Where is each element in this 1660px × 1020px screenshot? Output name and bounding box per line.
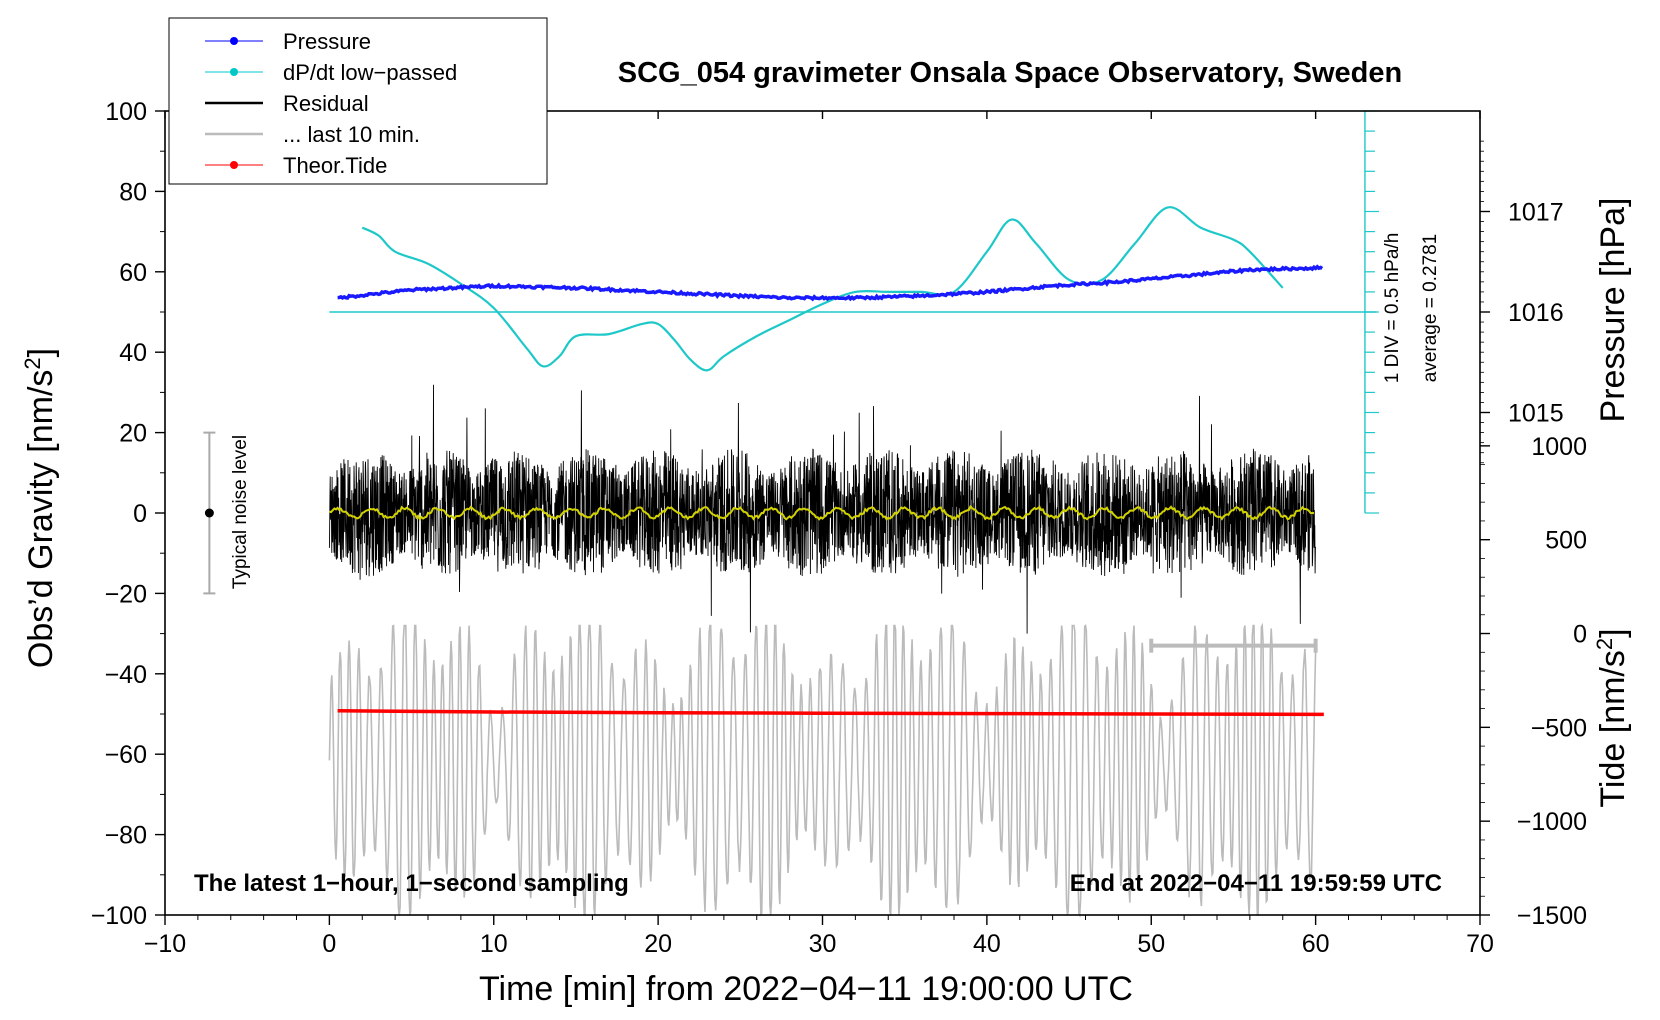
legend: Pressure dP/dt low−passed Residual ... last… bbox=[168, 17, 548, 185]
y-axis-label-gravity: Obs’d Gravity [nm/s2] bbox=[20, 348, 60, 668]
div-scale-label: 1 DIV = 0.5 hPa/h bbox=[1382, 233, 1403, 384]
x-tick-label: 50 bbox=[1137, 930, 1165, 958]
tide-tick-label: 500 bbox=[1545, 527, 1587, 555]
annotation-marks-layer bbox=[203, 110, 1379, 653]
sampling-note: The latest 1−hour, 1−second sampling bbox=[194, 870, 629, 897]
noise-level-label: Typical noise level bbox=[230, 435, 251, 589]
series-dpdt bbox=[361, 206, 1284, 372]
y-tick-label: 100 bbox=[105, 98, 147, 126]
series-theor-tide bbox=[337, 709, 1324, 717]
pressure-tick-label: 1016 bbox=[1508, 299, 1564, 327]
y-tick-label: −40 bbox=[105, 661, 147, 689]
x-tick-label: 60 bbox=[1302, 930, 1330, 958]
average-label: average = 0.2781 bbox=[1420, 234, 1441, 382]
y-axis-label-tide: Tide [nm/s2] bbox=[1592, 628, 1632, 807]
end-time-note: End at 2022−04−11 19:59:59 UTC bbox=[1070, 870, 1442, 897]
series-residual-smoothed bbox=[329, 504, 1315, 522]
noise-bar-dot bbox=[204, 508, 214, 518]
tide-tick-label: −1000 bbox=[1517, 808, 1587, 836]
legend-label: Residual bbox=[283, 91, 369, 116]
legend-marker bbox=[230, 37, 238, 45]
legend-marker bbox=[230, 161, 238, 169]
y-tick-label: 80 bbox=[119, 178, 147, 206]
y-tick-label: 40 bbox=[119, 339, 147, 367]
y-tick-label: 20 bbox=[119, 420, 147, 448]
y-tick-label: 60 bbox=[119, 259, 147, 287]
x-tick-label: −10 bbox=[144, 930, 186, 958]
tide-tick-label: −1500 bbox=[1517, 902, 1587, 930]
x-tick-label: 30 bbox=[809, 930, 837, 958]
x-tick-label: 10 bbox=[480, 930, 508, 958]
tide-tick-label: −500 bbox=[1531, 714, 1587, 742]
pressure-tick-label: 1017 bbox=[1508, 199, 1564, 227]
y-tick-label: −100 bbox=[91, 902, 147, 930]
legend-label: dP/dt low−passed bbox=[283, 60, 457, 85]
series-pressure bbox=[337, 264, 1324, 302]
axes-layer: −10 0 10 20 30 40 50 60 70−100−80−60−40−20020406… bbox=[91, 98, 1587, 958]
series-layer bbox=[328, 206, 1324, 918]
x-tick-label: 0 bbox=[322, 930, 336, 958]
legend-label: ... last 10 min. bbox=[283, 122, 420, 147]
y-tick-label: −20 bbox=[105, 580, 147, 608]
legend-label: Pressure bbox=[283, 29, 371, 54]
series-residual bbox=[328, 384, 1317, 634]
y-tick-label: −80 bbox=[105, 822, 147, 850]
y-axis-label-pressure: Pressure [hPa] bbox=[1594, 198, 1632, 423]
chart-title: SCG_054 gravimeter Onsala Space Observat… bbox=[618, 57, 1402, 89]
tide-tick-label: 0 bbox=[1573, 621, 1587, 649]
pressure-tick-label: 1015 bbox=[1508, 400, 1564, 428]
legend-label: Theor.Tide bbox=[283, 153, 387, 178]
series-last-10-min bbox=[328, 622, 1317, 918]
tide-tick-label: 1000 bbox=[1531, 433, 1587, 461]
legend-marker bbox=[230, 68, 238, 76]
x-tick-label: 40 bbox=[973, 930, 1001, 958]
x-tick-label: 70 bbox=[1466, 930, 1494, 958]
x-axis-label: Time [min] from 2022−04−11 19:00:00 UTC bbox=[479, 970, 1133, 1008]
x-tick-label: 20 bbox=[644, 930, 672, 958]
legend-box bbox=[168, 17, 548, 185]
y-tick-label: −60 bbox=[105, 741, 147, 769]
y-tick-label: 0 bbox=[133, 500, 147, 528]
